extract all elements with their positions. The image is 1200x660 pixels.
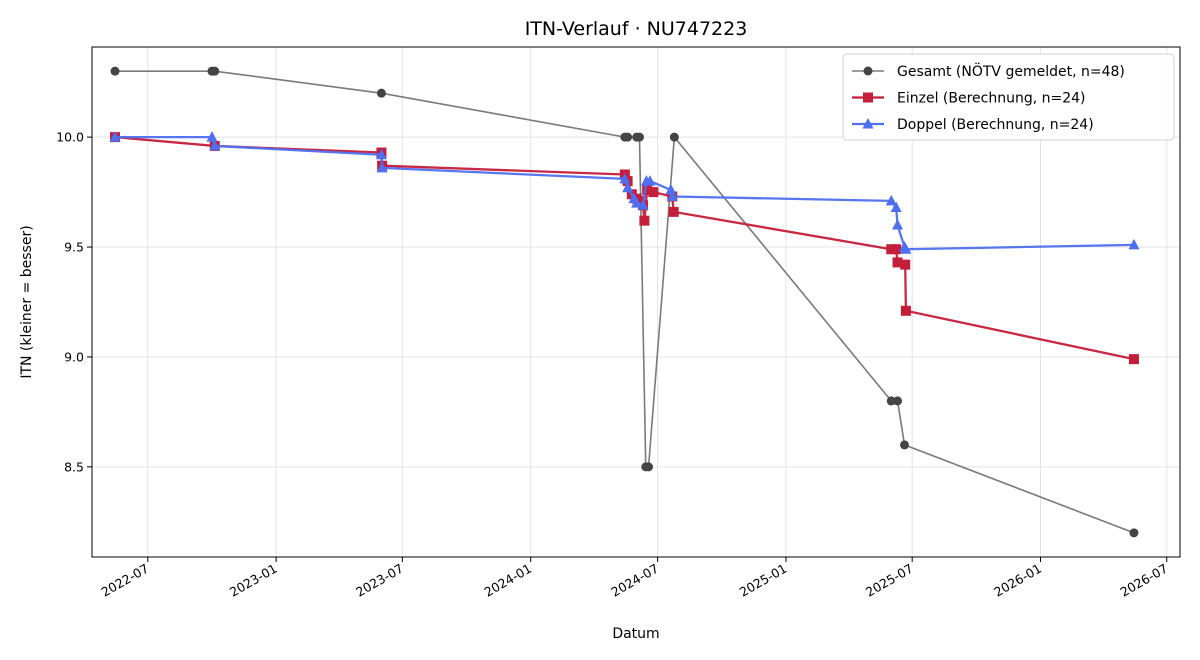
y-tick-label: 9.5 (64, 240, 84, 255)
data-point (634, 132, 644, 142)
data-point (1128, 354, 1139, 365)
y-axis-label: ITN (kleiner = besser) (19, 225, 35, 378)
data-point (1128, 238, 1140, 250)
series-layer (109, 66, 1140, 538)
legend-item: Gesamt (NÖTV gemeldet, n=48) (852, 62, 1125, 80)
data-point (891, 244, 902, 255)
series-2 (109, 131, 1140, 254)
data-point (631, 197, 643, 208)
legend-marker (862, 118, 874, 129)
data-point (376, 88, 386, 98)
data-point (375, 148, 387, 160)
legend-box (842, 53, 1175, 141)
legend-item: Doppel (Berechnung, n=24) (852, 117, 1094, 133)
data-point (900, 440, 910, 450)
data-point (109, 131, 121, 142)
data-point (665, 183, 677, 195)
data-point (900, 243, 912, 254)
data-point (886, 396, 896, 406)
data-point (209, 139, 221, 151)
legend-marker (863, 92, 873, 103)
data-point (900, 305, 911, 316)
data-point (669, 132, 679, 142)
data-point (1129, 528, 1139, 538)
legend-label: Doppel (Berechnung, n=24) (897, 117, 1094, 133)
y-tick-label: 9.0 (64, 349, 84, 364)
data-point (623, 132, 633, 142)
data-point (642, 184, 653, 195)
data-point (890, 201, 902, 212)
plot-frame (91, 46, 1181, 558)
legend-item: Einzel (Berechnung, n=24) (852, 91, 1086, 107)
data-point (206, 131, 218, 142)
data-point (639, 215, 650, 226)
legend: Gesamt (NÖTV gemeldet, n=48) Einzel (Bere… (842, 53, 1175, 141)
data-point (110, 66, 120, 76)
data-point (666, 190, 678, 201)
y-tick-label: 8.5 (64, 459, 84, 474)
data-point (619, 172, 631, 184)
data-point (885, 194, 897, 206)
series-0 (110, 66, 1139, 538)
legend-label: Gesamt (NÖTV gemeldet, n=48) (897, 62, 1125, 80)
data-point (892, 219, 904, 230)
data-point (644, 462, 654, 472)
data-point (376, 161, 388, 173)
legend-label: Einzel (Berechnung, n=24) (897, 91, 1086, 107)
data-point (900, 259, 911, 270)
y-tick-label: 10.0 (56, 130, 84, 145)
x-axis-label: Datum (612, 626, 659, 642)
data-point (892, 257, 903, 268)
data-point (637, 199, 649, 210)
data-point (622, 181, 634, 193)
data-point (210, 66, 220, 76)
data-point (644, 175, 656, 186)
chart-title: ITN-Verlauf · NU747223 (525, 18, 748, 40)
legend-marker (863, 66, 873, 76)
data-point (648, 187, 659, 198)
data-point (668, 206, 679, 217)
data-point (893, 396, 903, 406)
